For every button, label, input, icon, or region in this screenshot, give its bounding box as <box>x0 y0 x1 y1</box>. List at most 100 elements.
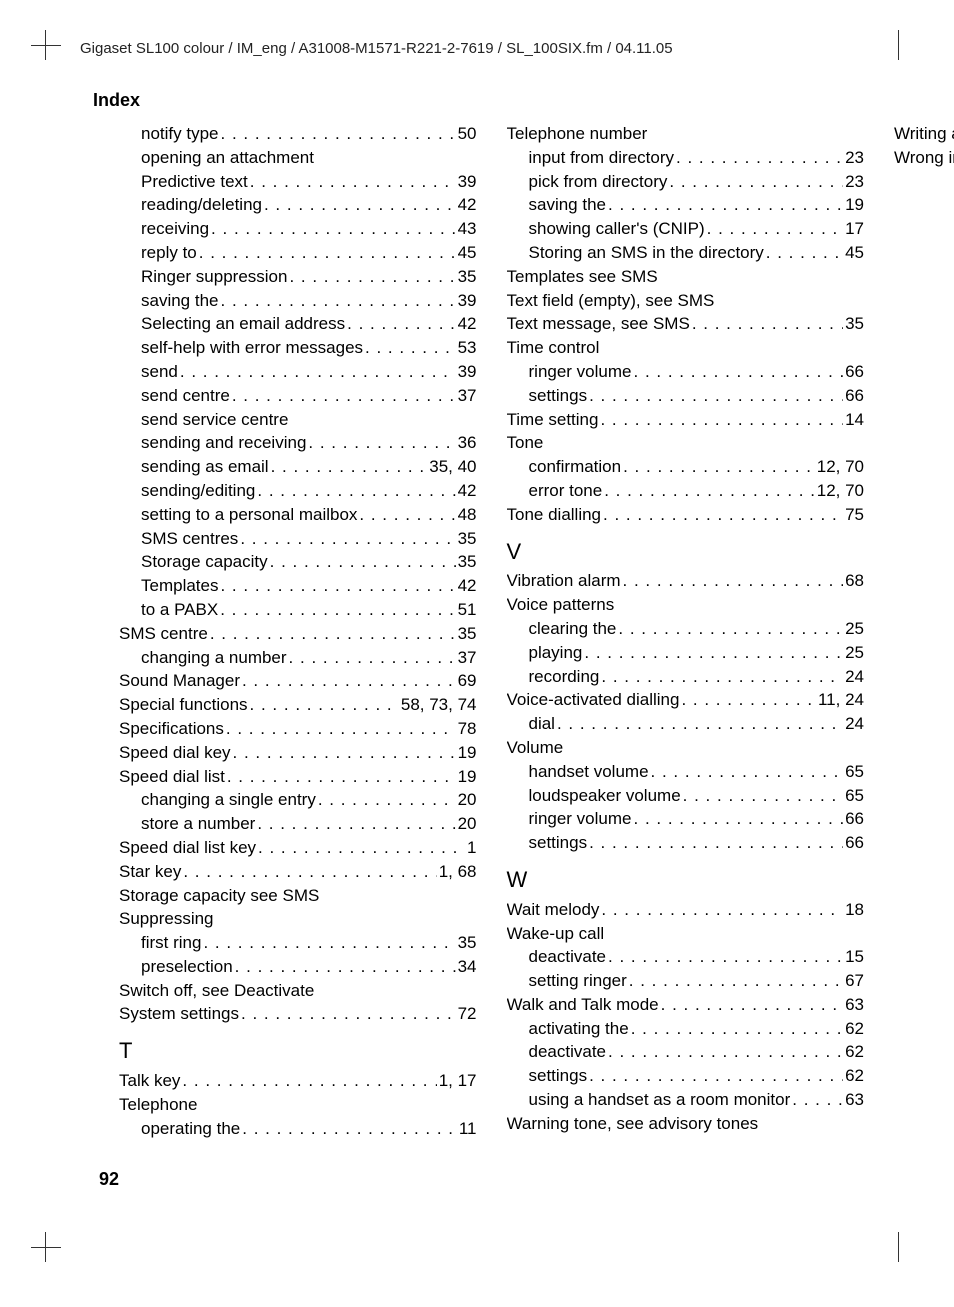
index-entry-page: 45 <box>843 241 864 265</box>
index-entry: self-help with error messages53 <box>119 336 477 360</box>
index-entry: Wait melody18 <box>507 898 865 922</box>
index-entry: Speed dial key19 <box>119 741 477 765</box>
leader-dots <box>616 617 843 641</box>
index-entry-label: Wait melody <box>507 898 600 922</box>
leader-dots <box>219 289 456 313</box>
index-entry-label: ringer volume <box>529 360 632 384</box>
index-entry-label: System settings <box>119 1002 239 1026</box>
index-entry-label: receiving <box>141 217 209 241</box>
index-entry-label: first ring <box>141 931 201 955</box>
index-entry-label: Telephone number <box>507 122 648 146</box>
leader-dots <box>629 1017 843 1041</box>
index-entry: reading/deleting42 <box>119 193 477 217</box>
leader-dots <box>248 693 399 717</box>
leader-dots <box>256 836 465 860</box>
leader-dots <box>239 1002 456 1026</box>
leader-dots <box>690 312 843 336</box>
index-title: Index <box>93 88 140 113</box>
index-entry-label: Switch off, see Deactivate <box>119 979 314 1003</box>
index-entry-label: Star key <box>119 860 181 884</box>
index-entry: receiving43 <box>119 217 477 241</box>
crop-mark-tl <box>45 30 75 60</box>
crop-mark-bl <box>45 1232 75 1262</box>
index-entry: input from directory23 <box>507 146 865 170</box>
index-entry: preselection34 <box>119 955 477 979</box>
index-entry-page: 51 <box>456 598 477 622</box>
index-section-heading: V <box>507 537 865 568</box>
index-entry-page: 53 <box>456 336 477 360</box>
index-entry-page: 1, 17 <box>437 1069 477 1093</box>
leader-dots <box>363 336 456 360</box>
index-entry-label: Storage capacity <box>141 550 268 574</box>
index-entry-page: 39 <box>456 170 477 194</box>
index-entry: changing a number37 <box>119 646 477 670</box>
index-entry-page: 42 <box>456 312 477 336</box>
leader-dots <box>269 455 428 479</box>
index-entry: Predictive text 39 <box>119 170 477 194</box>
index-entry-label: ringer volume <box>529 807 632 831</box>
index-entry: first ring35 <box>119 931 477 955</box>
index-entry-page: 11, 24 <box>816 688 864 712</box>
index-entry-page: 35 <box>456 265 477 289</box>
index-entry: settings66 <box>507 831 865 855</box>
index-entry: confirmation12, 70 <box>507 455 865 479</box>
leader-dots <box>602 479 815 503</box>
leader-dots <box>764 241 843 265</box>
index-entry: opening an attachment <box>119 146 477 170</box>
index-entry: reply to45 <box>119 241 477 265</box>
index-entry: Warning tone, see advisory tones <box>507 1112 865 1136</box>
index-entry: Speed dial list19 <box>119 765 477 789</box>
leader-dots <box>208 622 456 646</box>
leader-dots <box>621 455 815 479</box>
index-entry: Templates42 <box>119 574 477 598</box>
index-entry-page: 19 <box>843 193 864 217</box>
index-entry-label: SMS centre <box>119 622 208 646</box>
index-entry-label: confirmation <box>529 455 622 479</box>
index-entry-label: deactivate <box>529 1040 607 1064</box>
index-entry-page: 1 <box>465 836 476 860</box>
index-entry: Writing a text message38 <box>894 122 954 146</box>
index-entry-label: Text message, see SMS <box>507 312 690 336</box>
index-entry: Text field (empty), see SMS <box>507 289 865 313</box>
index-section-heading: W <box>507 865 865 896</box>
index-entry: sending as email35, 40 <box>119 455 477 479</box>
leader-dots <box>632 807 844 831</box>
index-entry: store a number20 <box>119 812 477 836</box>
index-entry-label: activating the <box>529 1017 629 1041</box>
leader-dots <box>659 993 843 1017</box>
index-entry-label: Time control <box>507 336 600 360</box>
index-entry-label: Predictive text <box>141 170 248 194</box>
index-entry-label: handset volume <box>529 760 649 784</box>
leader-dots <box>262 193 456 217</box>
leader-dots <box>790 1088 843 1112</box>
index-entry: setting to a personal mailbox48 <box>119 503 477 527</box>
index-entry: loudspeaker volume65 <box>507 784 865 808</box>
index-entry-label: Special functions <box>119 693 248 717</box>
index-entry-label: playing <box>529 641 583 665</box>
index-entry-label: saving the <box>529 193 607 217</box>
index-entry-label: Specifications <box>119 717 224 741</box>
index-entry-label: Selecting an email address <box>141 312 345 336</box>
index-entry-page: 23 <box>843 170 864 194</box>
index-entry: saving the39 <box>119 289 477 313</box>
leader-dots <box>345 312 455 336</box>
index-entry-page: 66 <box>843 360 864 384</box>
index-entry-page: 17 <box>843 217 864 241</box>
leader-dots <box>224 717 456 741</box>
index-entry: Wrong input (correcting)12 <box>894 146 954 170</box>
leader-dots <box>218 574 455 598</box>
index-entry-page: 65 <box>843 760 864 784</box>
index-entry: sending/editing42 <box>119 479 477 503</box>
index-entry-page: 72 <box>456 1002 477 1026</box>
index-entry: activating the62 <box>507 1017 865 1041</box>
index-entry: Text message, see SMS35 <box>507 312 865 336</box>
index-entry-page: 66 <box>843 384 864 408</box>
index-entry-label: Telephone <box>119 1093 197 1117</box>
index-entry: Time control <box>507 336 865 360</box>
index-entry-label: Volume <box>507 736 564 760</box>
index-entry-page: 75 <box>843 503 864 527</box>
index-entry-label: Storage capacity see SMS <box>119 884 319 908</box>
index-entry-label: Storing an SMS in the directory <box>529 241 764 265</box>
index-section-heading: T <box>119 1036 477 1067</box>
index-entry-page: 23 <box>843 146 864 170</box>
